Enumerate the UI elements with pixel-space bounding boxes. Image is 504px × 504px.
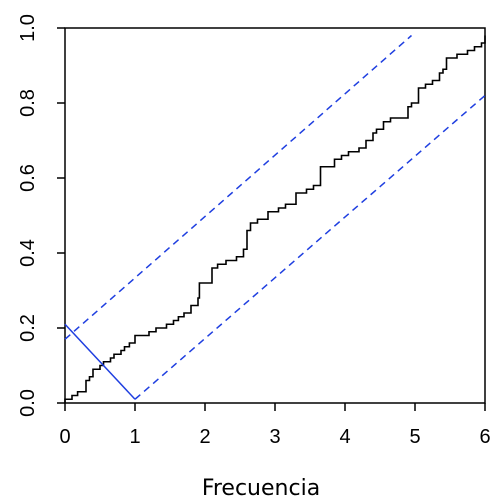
x-tick-label: 0 xyxy=(59,426,70,448)
confidence-band-line xyxy=(134,94,486,400)
diagonal-reference-line xyxy=(64,323,136,400)
confidence-band-line xyxy=(64,34,412,340)
x-tick-label: 6 xyxy=(479,426,490,448)
x-tick-label: 2 xyxy=(199,426,210,448)
ecdf-step-line xyxy=(64,35,486,403)
x-tick-label: 4 xyxy=(339,426,350,448)
x-tick-label: 3 xyxy=(269,426,280,448)
y-axis: 0.0 0.2 0.4 0.6 0.8 1.0 xyxy=(17,14,65,417)
y-tick-label: 0.8 xyxy=(17,89,39,117)
y-tick-label: 0.4 xyxy=(17,239,39,267)
y-tick-label: 0.6 xyxy=(17,164,39,192)
x-tick-label: 1 xyxy=(129,426,140,448)
x-axis-title: Frecuencia xyxy=(202,476,320,501)
x-tick-label: 5 xyxy=(409,426,420,448)
y-tick-label: 0.0 xyxy=(17,389,39,417)
series-layer xyxy=(64,34,486,403)
x-axis: 0 1 2 3 4 5 6 xyxy=(59,403,491,448)
y-tick-label: 1.0 xyxy=(17,14,39,42)
y-tick-label: 0.2 xyxy=(17,314,39,342)
